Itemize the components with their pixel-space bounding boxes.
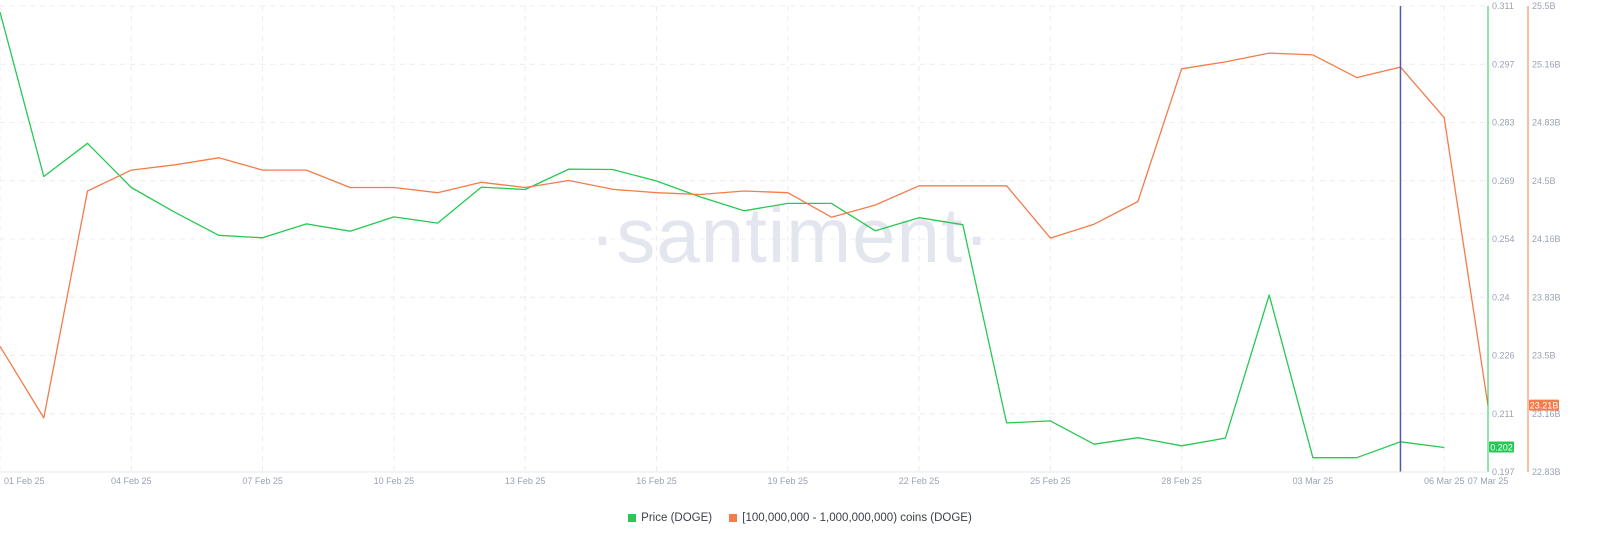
left-axis-tick-label: 0.311: [1492, 1, 1514, 11]
right-axis-tick-label: 24.16B: [1532, 234, 1561, 244]
right-axis-tick-label: 23.5B: [1532, 351, 1556, 361]
x-axis-tick-label: 19 Feb 25: [767, 476, 808, 486]
last-value-label-holders: 23.21B: [1530, 401, 1559, 411]
x-axis-tick-label: 07 Mar 25: [1468, 476, 1509, 486]
left-axis-tick-label: 0.226: [1492, 351, 1515, 361]
left-axis-tick-label: 0.254: [1492, 234, 1515, 244]
left-axis-tick-label: 0.211: [1492, 409, 1514, 419]
axes: 0.311 25.5B 0.297 25.16B 0.283 24.83B 0.269 24.…: [0, 1, 1561, 486]
last-value-badge-holders: [1529, 399, 1559, 411]
last-value-badge-price: [1489, 441, 1514, 453]
x-axis-tick-label: 04 Feb 25: [111, 476, 152, 486]
x-axis-tick-label: 13 Feb 25: [505, 476, 546, 486]
legend: Price (DOGE) [100,000,000 - 1,000,000,00…: [0, 512, 1600, 525]
x-axis-tick-label: 16 Feb 25: [636, 476, 677, 486]
legend-swatch-price: [628, 514, 637, 522]
last-value-label-price: 0.202: [1490, 442, 1513, 452]
left-axis-tick-label: 0.283: [1492, 118, 1515, 128]
series-line-holders: [0, 52, 1489, 419]
x-axis-tick-label: 28 Feb 25: [1161, 476, 1202, 486]
legend-item-holders[interactable]: [100,000,000 - 1,000,000,000) coins (DOG…: [729, 512, 972, 524]
right-axis-tick-label: 24.5B: [1532, 176, 1556, 186]
x-axis-tick-label: 25 Feb 25: [1030, 476, 1071, 486]
right-axis-tick-label: 23.16B: [1532, 409, 1561, 419]
watermark-text: ·santiment·: [589, 191, 990, 279]
left-axis-tick-label: 0.197: [1492, 467, 1515, 477]
series-line-price: [0, 11, 1445, 459]
right-axis-tick-label: 24.83B: [1532, 118, 1561, 128]
right-axis-tick-label: 25.5B: [1532, 1, 1556, 11]
legend-label-price: Price (DOGE): [641, 512, 713, 524]
legend-label-holders: [100,000,000 - 1,000,000,000) coins (DOG…: [742, 512, 972, 524]
legend-item-price[interactable]: Price (DOGE): [628, 512, 712, 524]
left-axis-tick-label: 0.297: [1492, 59, 1515, 69]
left-axis-tick-label: 0.269: [1492, 176, 1515, 186]
x-axis-tick-label: 10 Feb 25: [374, 476, 415, 486]
right-axis-tick-label: 22.83B: [1532, 467, 1561, 477]
legend-swatch-holders: [729, 514, 738, 522]
right-axis-tick-label: 25.16B: [1532, 59, 1561, 69]
x-axis-tick-label: 03 Mar 25: [1293, 476, 1334, 486]
series-layer: [0, 6, 1489, 472]
x-axis-tick-label: 07 Feb 25: [242, 476, 283, 486]
x-axis-tick-label: 01 Feb 25: [4, 476, 45, 486]
left-axis-tick-label: 0.24: [1492, 292, 1510, 302]
x-axis-tick-label: 22 Feb 25: [899, 476, 940, 486]
right-axis-tick-label: 23.83B: [1532, 292, 1561, 302]
x-axis-tick-label: 06 Mar 25: [1424, 476, 1465, 486]
